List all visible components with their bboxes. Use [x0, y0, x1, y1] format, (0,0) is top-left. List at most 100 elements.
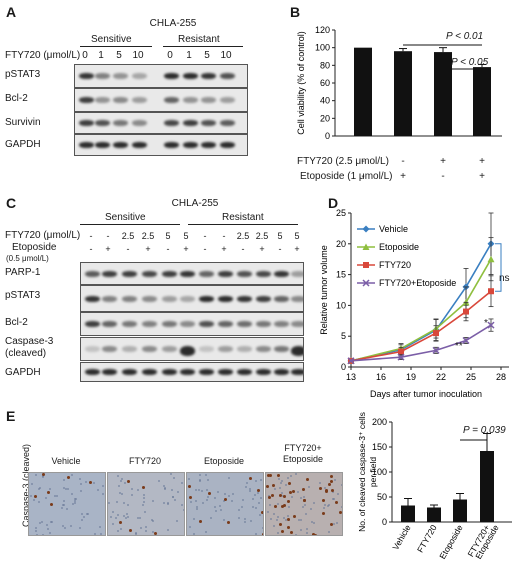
data-point: [397, 353, 405, 361]
cell-nucleus: [80, 513, 83, 516]
blot-row-label: GAPDH: [5, 367, 41, 378]
cell-nucleus: [300, 529, 303, 532]
cell-nucleus: [206, 489, 209, 492]
x-tick-label: Etoposide: [437, 523, 465, 561]
cell-nucleus: [198, 478, 201, 481]
cell-nucleus: [204, 530, 207, 533]
stained-cell: [208, 492, 212, 496]
blot-band: [85, 270, 100, 277]
cell-line-title: CHLA-255: [171, 198, 219, 209]
data-point: [362, 279, 370, 287]
stained-cell: [283, 504, 287, 508]
treatment-sign: -: [401, 156, 405, 167]
fty-dose-sign: 2.5: [141, 231, 155, 241]
y-tick-label: 0: [382, 517, 387, 527]
bar: [453, 499, 467, 522]
data-point: [363, 262, 369, 268]
stained-cell: [50, 503, 54, 507]
stained-cell: [129, 528, 133, 532]
cell-nucleus: [136, 489, 139, 492]
stained-cell: [189, 495, 193, 499]
cell-nucleus: [94, 533, 97, 535]
blot-band: [113, 97, 128, 103]
blot-row-label: Bcl-2: [5, 93, 28, 104]
cell-nucleus: [214, 497, 217, 500]
fty-dose-sign: 2.5: [255, 231, 269, 241]
etoposide-sign: +: [221, 244, 227, 254]
cell-nucleus: [308, 486, 311, 489]
stained-cell: [260, 511, 263, 515]
stained-cell: [271, 493, 275, 497]
cell-nucleus: [108, 501, 111, 504]
cell-nucleus: [37, 488, 40, 491]
etoposide-sign: -: [278, 244, 282, 254]
cell-nucleus: [167, 529, 170, 532]
blot-band: [162, 270, 177, 277]
blot-band: [291, 369, 303, 375]
fty-dose-sign: 5: [277, 231, 283, 241]
data-point: [487, 321, 495, 329]
cell-line-title: CHLA-255: [149, 18, 197, 29]
ihc-micrograph: [265, 472, 343, 536]
x-tick-label: 22: [436, 372, 446, 382]
cell-nucleus: [38, 500, 41, 503]
cell-nucleus: [74, 497, 77, 500]
cell-nucleus: [323, 506, 326, 509]
cell-nucleus: [40, 520, 43, 523]
fty-dose-sign: 5: [294, 231, 300, 241]
blot-band: [79, 97, 94, 103]
treatment-sign: +: [479, 156, 485, 167]
y-tick-label: 5: [341, 331, 346, 341]
y-axis-label: Relative tumor volume: [319, 245, 329, 335]
cell-nucleus: [120, 478, 123, 481]
cell-nucleus: [194, 488, 197, 491]
data-point: [432, 346, 440, 354]
stained-cell: [153, 532, 157, 535]
cell-nucleus: [207, 496, 210, 499]
cell-nucleus: [332, 498, 335, 501]
panel-label-e: E: [6, 408, 16, 424]
cell-nucleus: [34, 527, 37, 530]
blot-band: [162, 295, 177, 302]
stained-cell: [272, 483, 276, 487]
stained-cell: [266, 473, 270, 477]
cell-nucleus: [272, 513, 275, 516]
dose-label: 0: [82, 50, 88, 61]
cell-nucleus: [323, 504, 326, 507]
stained-cell: [287, 525, 291, 529]
panel-label-d: D: [328, 195, 339, 211]
stained-cell: [279, 522, 283, 526]
cell-nucleus: [142, 496, 145, 499]
cell-nucleus: [318, 482, 321, 485]
cell-nucleus: [70, 493, 73, 496]
cell-nucleus: [254, 480, 257, 483]
blot-band: [180, 369, 195, 375]
cell-nucleus: [49, 532, 52, 535]
series-line: [350, 258, 492, 362]
etoposide-sign: +: [294, 244, 300, 254]
blot-band: [164, 73, 179, 79]
dose-label: 5: [116, 50, 122, 61]
cell-nucleus: [231, 492, 234, 495]
cell-nucleus: [252, 506, 255, 509]
cell-nucleus: [174, 499, 176, 502]
bar: [427, 507, 441, 522]
cell-nucleus: [60, 507, 63, 510]
cell-nucleus: [171, 496, 174, 499]
cell-nucleus: [299, 497, 302, 500]
x-tick-label: 28: [496, 372, 506, 382]
cell-nucleus: [287, 505, 290, 508]
blot-band: [218, 369, 233, 375]
etoposide-sign: -: [166, 244, 170, 254]
cell-nucleus: [69, 524, 72, 527]
cell-nucleus: [41, 475, 44, 478]
cell-nucleus: [175, 519, 178, 522]
cell-nucleus: [295, 473, 298, 476]
blot-band: [142, 270, 157, 277]
cell-nucleus: [120, 528, 123, 531]
blot-band: [132, 73, 147, 79]
western-blot-strip: [80, 285, 304, 312]
cell-nucleus: [164, 486, 167, 489]
blot-band: [237, 270, 252, 277]
cell-nucleus: [201, 502, 204, 505]
